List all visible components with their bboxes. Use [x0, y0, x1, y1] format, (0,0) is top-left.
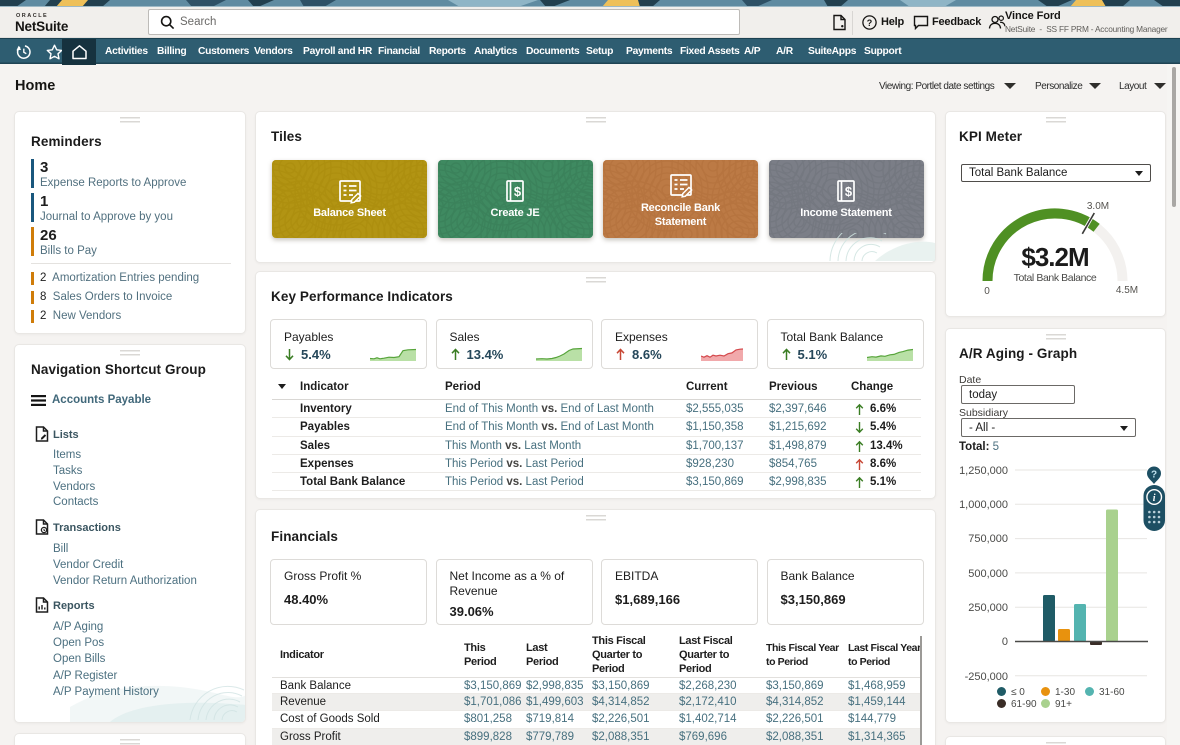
svg-text:500,000: 500,000 — [968, 568, 1008, 580]
svg-text:3.0M: 3.0M — [1087, 201, 1109, 212]
svg-text:0: 0 — [984, 286, 990, 297]
svg-text:4.5M: 4.5M — [1116, 285, 1138, 296]
svg-text:-250,000: -250,000 — [965, 671, 1008, 683]
svg-text:750,000: 750,000 — [968, 533, 1008, 545]
svg-text:250,000: 250,000 — [968, 602, 1008, 614]
svg-text:i: i — [1153, 493, 1156, 504]
svg-text:$: $ — [845, 184, 853, 199]
svg-text:0: 0 — [1002, 636, 1008, 648]
svg-text:?: ? — [1151, 470, 1157, 481]
svg-text:?: ? — [867, 18, 873, 28]
svg-text:1,000,000: 1,000,000 — [959, 499, 1008, 511]
svg-text:$: $ — [514, 184, 522, 199]
svg-text:1,250,000: 1,250,000 — [959, 465, 1008, 477]
